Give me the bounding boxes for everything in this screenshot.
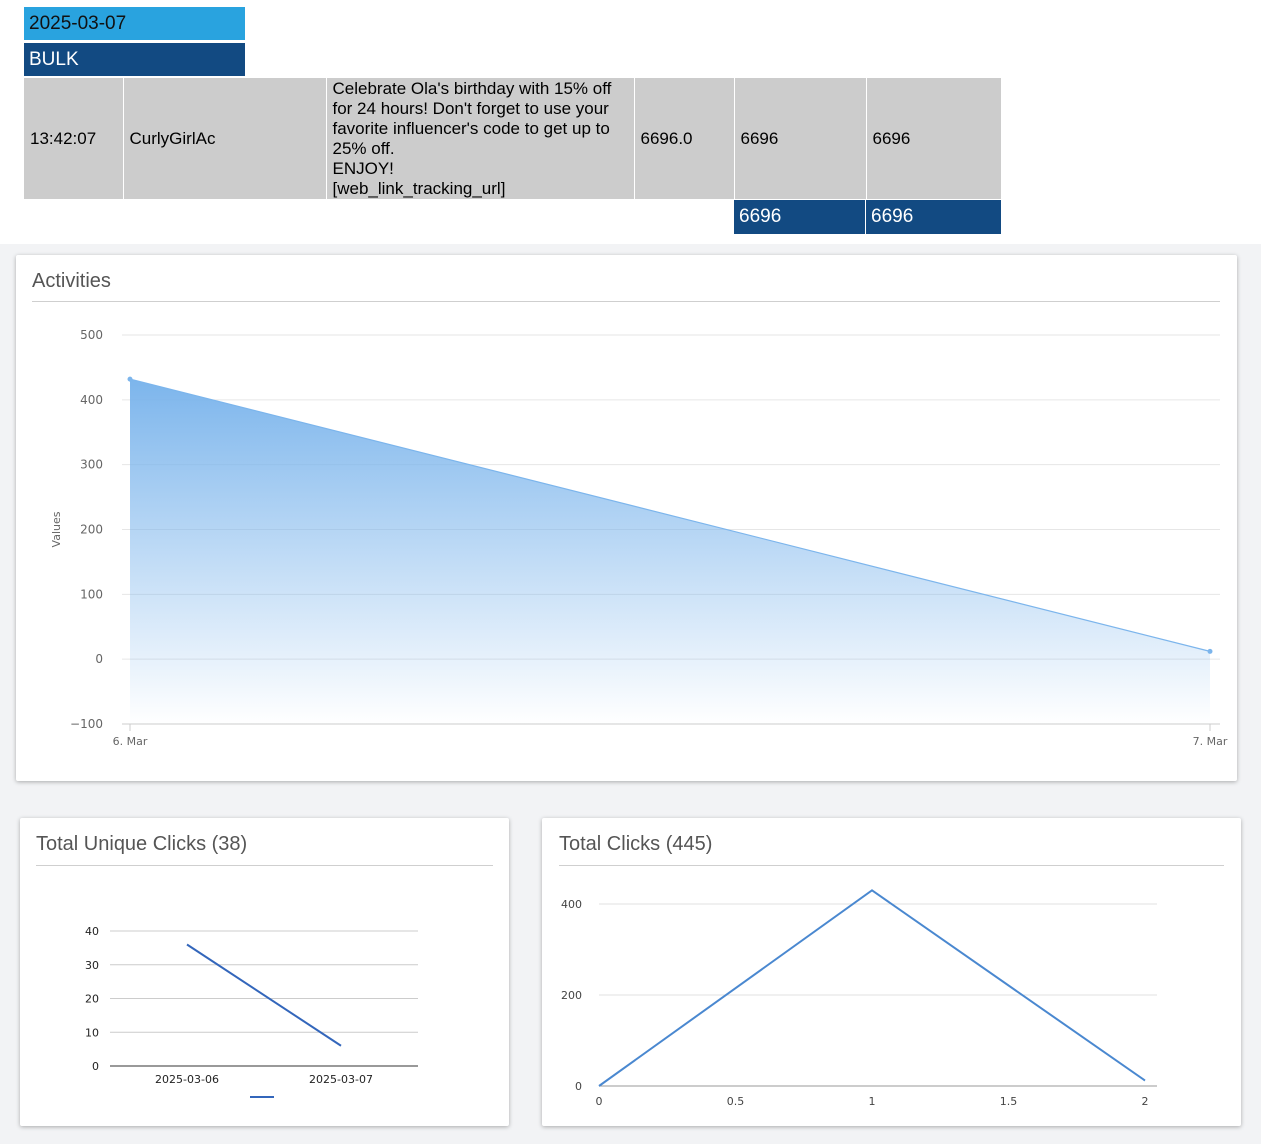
bulk-header: BULK: [24, 43, 245, 76]
time-cell: 13:42:07: [24, 78, 123, 199]
value2-cell: 6696: [733, 78, 866, 199]
total-clicks-y-tick: 0: [575, 1080, 582, 1093]
activities-point: [127, 376, 133, 382]
total-clicks-divider: [559, 865, 1224, 866]
activities-series-line: [129, 378, 1211, 652]
unique-clicks-x-tick: 2025-03-06: [155, 1073, 219, 1086]
value3-cell: 6696: [865, 78, 1001, 199]
activities-y-tick: 400: [80, 393, 103, 407]
unique-clicks-series-line: [186, 943, 342, 1047]
unique-clicks-y-tick: 30: [85, 959, 99, 972]
table-row: 13:42:07 CurlyGirlAc Celebrate Ola's bir…: [24, 78, 1001, 199]
unique-clicks-card: Total Unique Clicks (38) 0 10 20 30 40 2025-0…: [20, 818, 509, 1126]
total-clicks-x-tick: 1.5: [1000, 1095, 1018, 1108]
total-clicks-x-tick: 1: [869, 1095, 876, 1108]
unique-clicks-y-tick: 10: [85, 1026, 99, 1039]
unique-clicks-y-tick: 20: [85, 993, 99, 1006]
activities-y-tick: −100: [70, 717, 103, 731]
activities-card: Activities −100 0 100 200 300 400 500 6. Mar 7. …: [16, 255, 1237, 781]
activities-y-tick: 0: [95, 652, 103, 666]
activities-y-tick: 500: [80, 328, 103, 342]
value1-cell: 6696.0: [633, 78, 734, 199]
total-clicks-x-tick: 0.5: [727, 1095, 745, 1108]
unique-clicks-y-tick: 0: [92, 1060, 99, 1073]
total-clicks-title: Total Clicks (445): [559, 833, 713, 855]
unique-clicks-divider: [36, 865, 493, 866]
activities-chart: −100 0 100 200 300 400 500 6. Mar 7. Mar Values: [50, 328, 1228, 748]
activities-y-tick: 100: [80, 587, 103, 601]
unique-clicks-x-tick: 2025-03-07: [309, 1073, 373, 1086]
total-value3: 6696: [866, 200, 1001, 234]
total-value2: 6696: [734, 200, 865, 234]
unique-clicks-y-tick: 40: [85, 925, 99, 938]
message-table: 13:42:07 CurlyGirlAc Celebrate Ola's bir…: [24, 78, 1001, 199]
date-header: 2025-03-07: [24, 7, 245, 40]
unique-clicks-chart: 0 10 20 30 40 2025-03-06 2025-03-07: [85, 925, 418, 1098]
activities-y-tick: 200: [80, 523, 103, 537]
activities-y-tick: 300: [80, 458, 103, 472]
total-clicks-series-line: [598, 889, 1146, 1087]
activities-title: Activities: [32, 270, 111, 292]
activities-x-tick: 6. Mar: [113, 735, 148, 748]
sender-cell: CurlyGirlAc: [122, 78, 326, 199]
activities-area: [130, 379, 1210, 724]
activities-y-axis-label: Values: [50, 511, 63, 547]
activities-x-tick: 7. Mar: [1193, 735, 1228, 748]
total-clicks-chart: 0 200 400 0 0.5 1 1.5 2: [561, 889, 1157, 1108]
activities-divider: [32, 301, 1220, 302]
total-clicks-card: Total Clicks (445) 0 200 400 0 0.5 1 1.5 2: [542, 818, 1241, 1126]
unique-clicks-title: Total Unique Clicks (38): [36, 833, 248, 855]
message-text: Celebrate Ola's birthday with 15% off fo…: [332, 78, 612, 198]
activities-point: [1207, 648, 1213, 654]
total-clicks-y-tick: 200: [561, 989, 582, 1002]
total-clicks-x-tick: 0: [596, 1095, 603, 1108]
total-clicks-y-tick: 400: [561, 898, 582, 911]
total-clicks-x-tick: 2: [1142, 1095, 1149, 1108]
message-cell: Celebrate Ola's birthday with 15% off fo…: [325, 78, 634, 199]
